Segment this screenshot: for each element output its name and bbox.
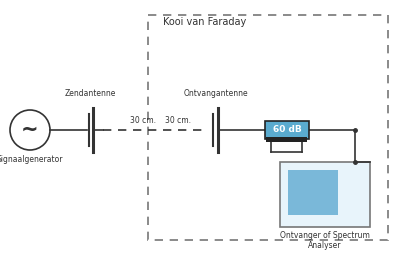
Text: 30 cm.: 30 cm. <box>165 116 191 125</box>
Bar <box>266 137 307 142</box>
Bar <box>148 15 388 240</box>
Text: 60 dB: 60 dB <box>273 126 301 134</box>
Text: ~: ~ <box>21 120 39 140</box>
Text: Kooi van Faraday: Kooi van Faraday <box>163 17 246 27</box>
Text: 30 cm.: 30 cm. <box>130 116 156 125</box>
Text: Signaalgenerator: Signaalgenerator <box>0 155 63 164</box>
Text: Ontvanger of Spectrum
Analyser: Ontvanger of Spectrum Analyser <box>280 231 370 250</box>
Circle shape <box>10 110 50 150</box>
Bar <box>265 121 309 139</box>
Bar <box>288 170 338 215</box>
Text: Ontvangantenne: Ontvangantenne <box>184 89 248 98</box>
Text: Zendantenne: Zendantenne <box>64 89 116 98</box>
Bar <box>280 162 370 227</box>
